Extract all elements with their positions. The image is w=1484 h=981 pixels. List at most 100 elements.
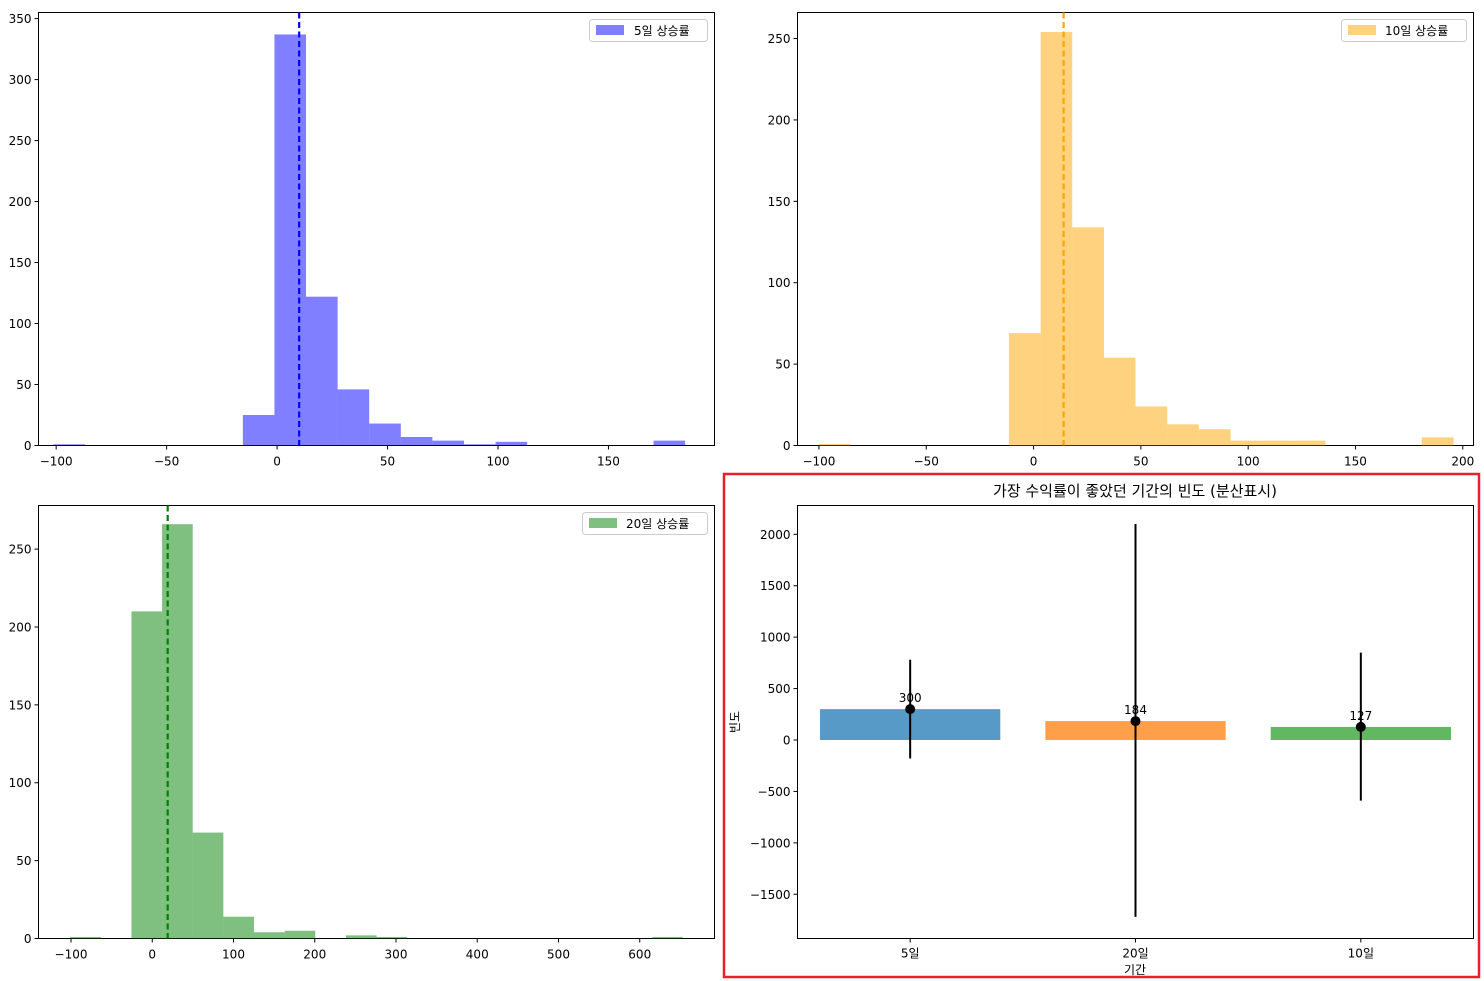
chart-title: 가장 수익률이 좋았던 기간의 빈도 (분산표시) — [993, 482, 1277, 500]
histogram-bar — [400, 436, 433, 446]
y-tick-label: 350 — [9, 12, 32, 26]
histogram-bars — [53, 12, 686, 446]
value-label: 127 — [1349, 709, 1372, 723]
histogram-bar — [284, 930, 316, 939]
y-tick-label: 1000 — [760, 631, 791, 645]
legend: 20일 상승률 — [582, 512, 708, 535]
y-tick-label: −500 — [758, 785, 791, 799]
histogram-bar — [818, 443, 851, 446]
histogram-bar — [1167, 424, 1199, 446]
x-tick-label: 200 — [303, 948, 326, 962]
y-axis-label: 빈도 — [728, 711, 742, 733]
y-tick-label: 150 — [9, 698, 32, 712]
y-tick-label: 0 — [783, 439, 791, 453]
y-tick-label: 300 — [9, 73, 32, 87]
mean-marker — [1130, 716, 1141, 727]
x-tick-label: 5일 — [901, 947, 920, 961]
best-period-frequency-chart: 가장 수익률이 좋았던 기간의 빈도 (분산표시) 300 184 127 5일 20… — [722, 472, 1481, 979]
y-tick-label: −1500 — [750, 888, 791, 902]
histogram-10day: −100 −50 0 50 100 150 200 0 50 100 150 200 250 10일 … — [768, 12, 1474, 469]
histogram-bar — [1293, 440, 1326, 446]
histogram-bar — [432, 440, 464, 446]
x-axis-ticks: −100 0 100 200 300 400 500 600 — [55, 938, 651, 962]
histogram-bar — [253, 932, 285, 939]
histogram-bar — [1262, 440, 1294, 446]
y-tick-label: −1000 — [750, 836, 791, 850]
y-axis-ticks: 0 50 100 150 200 250 — [9, 543, 39, 946]
histogram-bar — [192, 832, 224, 939]
y-tick-label: 100 — [9, 776, 32, 790]
histogram-5day: −100 −50 0 50 100 150 0 50 100 150 200 250 300 350 5… — [9, 12, 715, 469]
y-axis-ticks: −1500 −1000 −500 0 500 1000 1500 2000 — [750, 528, 798, 902]
legend: 5일 상승률 — [589, 19, 708, 42]
y-tick-label: 200 — [768, 113, 791, 127]
histogram-bar — [1008, 333, 1041, 446]
x-tick-label: 200 — [1451, 455, 1474, 469]
histogram-bar — [1421, 437, 1454, 446]
x-tick-label: −50 — [154, 455, 179, 469]
x-tick-label: −100 — [802, 455, 835, 469]
x-tick-label: 50 — [380, 455, 395, 469]
histogram-bar — [1135, 406, 1168, 446]
histogram-bar — [345, 935, 377, 939]
x-tick-label: 0 — [1030, 455, 1038, 469]
y-tick-label: 200 — [9, 620, 32, 634]
y-tick-label: 0 — [24, 439, 32, 453]
histogram-bar — [337, 389, 370, 446]
x-tick-label: 20일 — [1122, 947, 1148, 961]
histogram-bar — [131, 611, 163, 939]
y-tick-label: 250 — [9, 134, 32, 148]
histogram-bar — [463, 444, 496, 446]
x-axis-ticks: −100 −50 0 50 100 150 — [40, 445, 620, 469]
legend-label: 20일 상승률 — [626, 517, 689, 531]
legend-swatch — [1348, 25, 1376, 35]
mean-marker — [1355, 721, 1366, 732]
x-axis-label: 기간 — [1124, 963, 1146, 977]
histogram-bar — [223, 916, 254, 939]
legend-swatch — [589, 518, 617, 528]
histogram-bar — [1072, 227, 1104, 446]
plot-area-frame — [38, 12, 715, 446]
x-tick-label: 0 — [273, 455, 281, 469]
y-tick-label: 50 — [16, 378, 31, 392]
y-tick-label: 250 — [768, 32, 791, 46]
x-tick-label: 400 — [466, 948, 489, 962]
error-bars: 300 184 127 — [899, 524, 1372, 917]
y-tick-label: 50 — [16, 854, 31, 868]
y-tick-label: 0 — [783, 733, 791, 747]
legend-swatch — [596, 25, 624, 35]
y-tick-label: 100 — [768, 276, 791, 290]
y-tick-label: 200 — [9, 195, 32, 209]
histogram-20day: −100 0 100 200 300 400 500 600 050100150200250 … — [9, 505, 715, 962]
legend: 10일 상승률 — [1341, 19, 1467, 42]
x-tick-label: 100 — [1237, 455, 1260, 469]
histogram-bar — [1198, 429, 1231, 446]
highlight-box — [722, 472, 1481, 979]
histogram-bar — [242, 415, 275, 446]
histogram-bars — [818, 12, 1454, 446]
y-tick-label: 150 — [9, 256, 32, 270]
legend-label: 10일 상승률 — [1385, 24, 1448, 38]
y-tick-label: 500 — [768, 682, 791, 696]
x-tick-label: 10일 — [1348, 947, 1374, 961]
y-tick-label: 2000 — [760, 528, 791, 542]
y-tick-label: 250 — [9, 543, 32, 557]
histogram-bar — [70, 936, 101, 939]
value-label: 184 — [1124, 703, 1147, 717]
y-axis-ticks: 0 50 100 150 200 250 — [768, 32, 798, 453]
y-tick-label: 1500 — [760, 579, 791, 593]
x-tick-label: −100 — [55, 948, 88, 962]
x-axis-ticks: 5일 20일 10일 — [901, 938, 1374, 961]
x-tick-label: 0 — [148, 948, 156, 962]
histogram-bar — [1103, 357, 1136, 446]
x-tick-label: 500 — [547, 948, 570, 962]
histogram-bar — [306, 296, 338, 446]
histogram-bar — [53, 444, 85, 446]
x-tick-label: 50 — [1133, 455, 1148, 469]
y-tick-label: 50 — [775, 358, 790, 372]
x-tick-label: 300 — [385, 948, 408, 962]
histogram-bar — [495, 441, 528, 446]
y-axis-ticks: 0 50 100 150 200 250 300 350 — [9, 12, 39, 453]
histogram-bar — [653, 440, 686, 446]
